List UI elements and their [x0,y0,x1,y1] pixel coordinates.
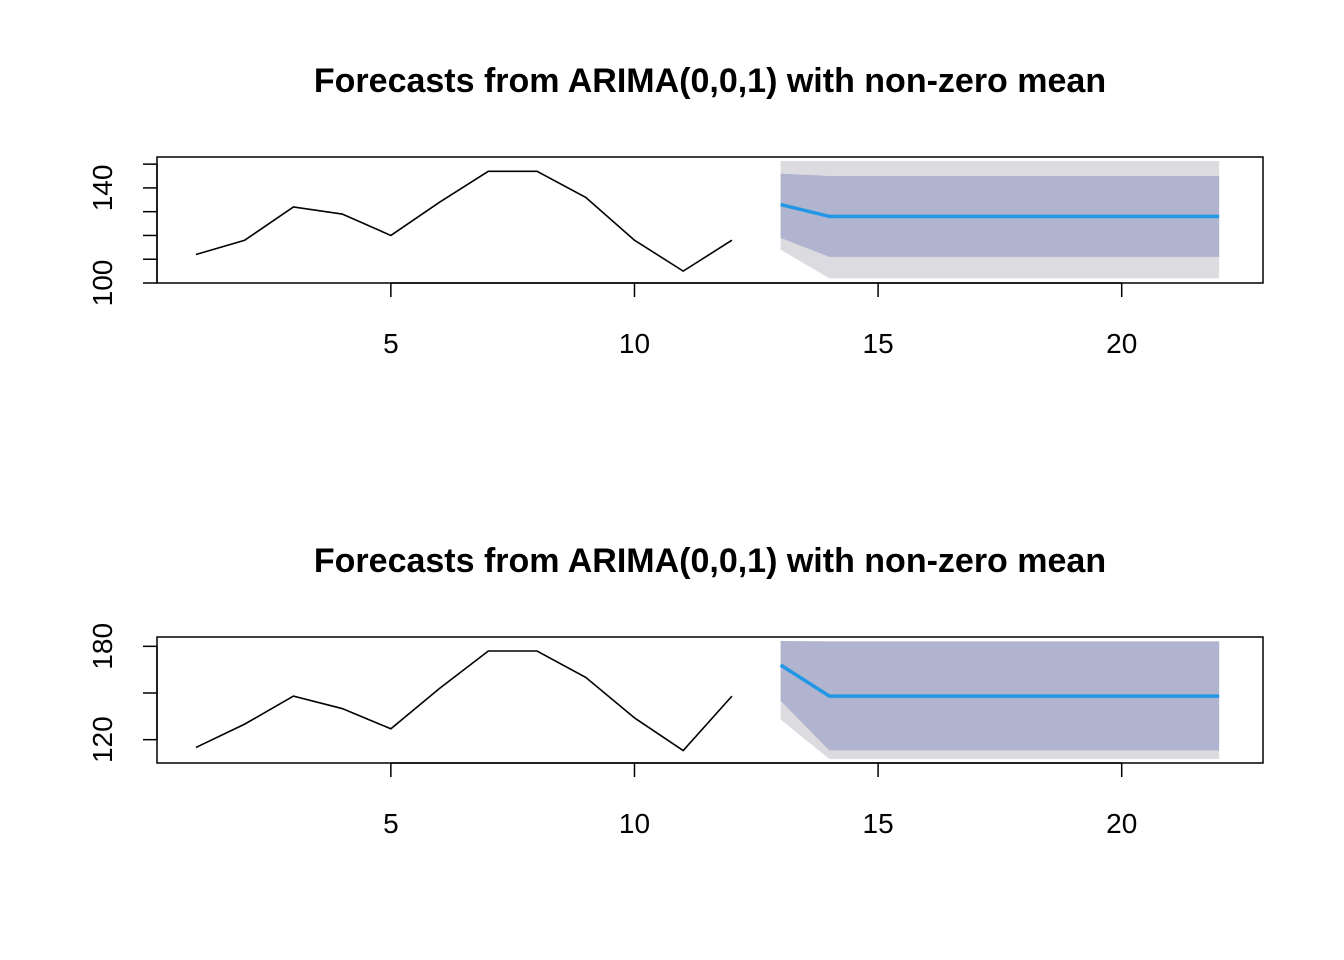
chart-title-1: Forecasts from ARIMA(0,0,1) with non-zer… [314,62,1106,100]
y-tick-label: 180 [87,623,118,670]
y-tick-label: 140 [87,165,118,212]
forecast-mean-line [780,202,1220,219]
x-axis-2: 5 10 15 20 [383,762,1137,839]
y-axis-2: 120 180 [87,623,158,763]
x-tick-label: 15 [863,808,894,839]
series-lines-2 [195,650,1220,752]
x-tick-label: 5 [383,328,399,359]
chart-panel-1: Forecasts from ARIMA(0,0,1) with non-zer… [87,62,1264,359]
y-axis-1: 100 140 [87,163,158,307]
x-tick-label: 10 [619,808,650,839]
y-tick-label: 100 [87,260,118,307]
x-tick-label: 20 [1106,328,1137,359]
series-lines-1 [195,170,1220,273]
chart-title-2: Forecasts from ARIMA(0,0,1) with non-zer… [314,542,1106,580]
y-tick-label: 120 [87,716,118,763]
x-tick-label: 20 [1106,808,1137,839]
x-tick-label: 15 [863,328,894,359]
x-tick-label: 5 [383,808,399,839]
x-tick-label: 10 [619,328,650,359]
observed-series-line [195,650,733,752]
forecast-mean-line [779,663,1220,698]
forecast-bands-2 [780,641,1220,759]
observed-series-line [195,170,733,273]
x-axis-1: 5 10 15 20 [383,282,1137,359]
forecast-bands-1 [780,161,1220,279]
chart-panel-2: Forecasts from ARIMA(0,0,1) with non-zer… [87,542,1264,839]
